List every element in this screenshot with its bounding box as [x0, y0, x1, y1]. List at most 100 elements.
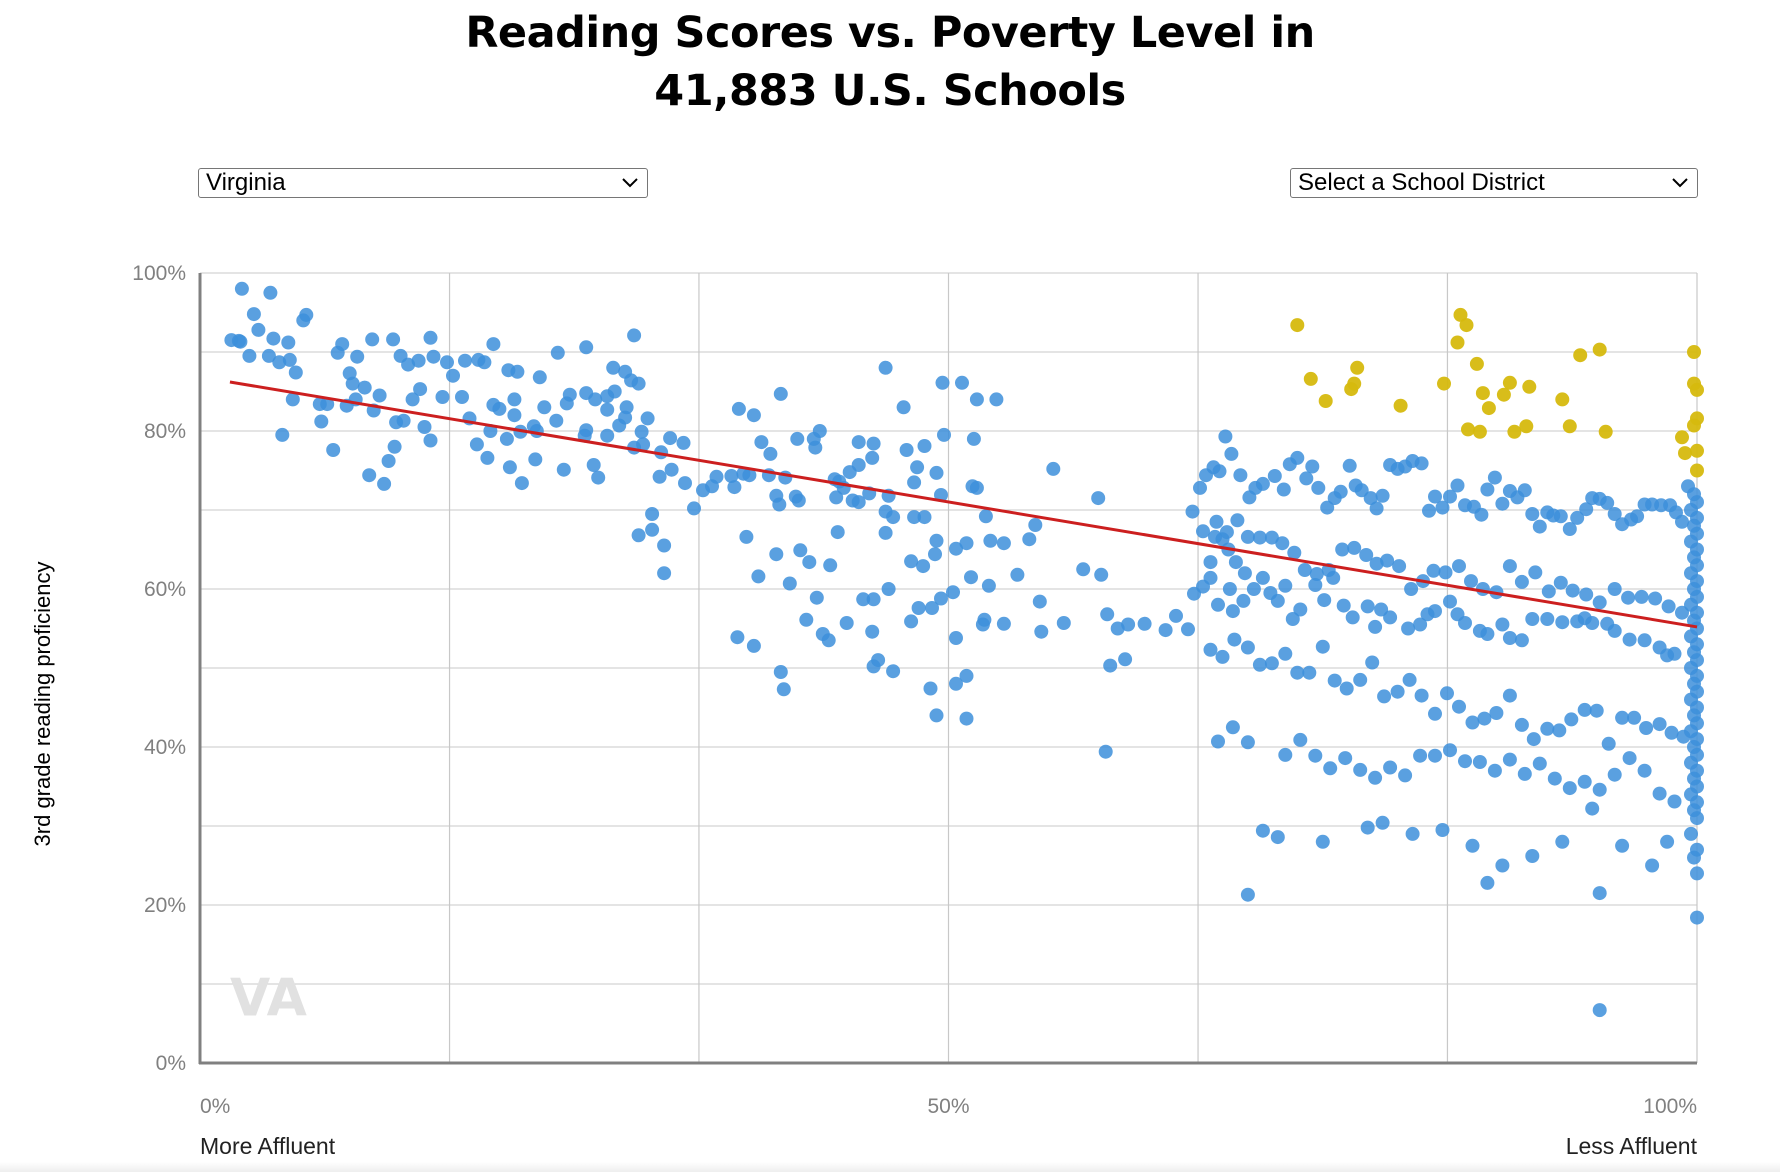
school-point	[1600, 495, 1615, 510]
school-point	[1118, 652, 1133, 667]
school-point	[1579, 502, 1594, 517]
school-point	[1308, 578, 1323, 592]
school-point	[1360, 599, 1375, 614]
school-point	[1317, 593, 1332, 608]
highlighted-school-point	[1450, 335, 1465, 350]
school-point	[233, 334, 248, 349]
school-point	[299, 307, 314, 322]
school-point	[1225, 720, 1240, 735]
school-point	[1465, 715, 1480, 730]
school-point	[550, 345, 565, 360]
highlighted-school-point	[1555, 392, 1570, 407]
school-point	[1648, 591, 1663, 606]
school-point	[1158, 623, 1173, 638]
school-point	[1227, 632, 1242, 647]
school-point	[357, 380, 372, 395]
school-point	[1222, 582, 1237, 596]
highlighted-school-point	[1573, 348, 1588, 363]
school-point	[1607, 623, 1622, 638]
school-point	[1302, 665, 1317, 680]
school-point	[709, 469, 724, 484]
school-point	[1032, 594, 1047, 609]
school-point	[634, 424, 649, 439]
school-point	[1225, 604, 1240, 619]
school-point	[1218, 429, 1233, 444]
highlighted-school-point	[1562, 419, 1577, 434]
school-point	[1517, 483, 1532, 498]
school-point	[904, 614, 919, 629]
school-point	[929, 533, 944, 548]
school-point	[1398, 768, 1413, 783]
highlighted-school-point	[1592, 342, 1607, 357]
school-point	[1056, 616, 1071, 630]
school-point	[288, 365, 303, 380]
school-point	[742, 468, 757, 483]
district-select[interactable]: Select a School District	[1290, 168, 1698, 198]
highlighted-school-point	[1393, 398, 1408, 413]
school-point	[1428, 489, 1442, 504]
school-point	[1547, 771, 1562, 786]
school-point	[510, 364, 525, 379]
school-point	[1252, 530, 1267, 545]
school-point	[1532, 519, 1547, 534]
x-label-less-affluent: Less Affluent	[1566, 1133, 1698, 1159]
school-point	[1517, 766, 1532, 781]
school-point	[1690, 910, 1704, 925]
school-point	[1278, 578, 1293, 593]
school-point	[1528, 565, 1543, 580]
highlighted-school-point	[1290, 318, 1305, 333]
school-point	[751, 569, 766, 584]
school-point	[1502, 752, 1517, 767]
school-point	[1684, 826, 1698, 841]
school-point	[1652, 786, 1667, 801]
school-point	[851, 435, 866, 450]
school-point	[1233, 468, 1248, 483]
school-point	[1553, 575, 1568, 590]
school-point	[1028, 518, 1043, 532]
highlighted-school-point	[1459, 318, 1474, 333]
school-point	[1203, 570, 1218, 585]
school-point	[627, 328, 642, 343]
school-point	[1607, 582, 1622, 596]
school-point	[1375, 815, 1390, 830]
school-point	[1270, 593, 1285, 608]
school-point	[1495, 496, 1510, 511]
school-point	[1489, 706, 1504, 720]
highlighted-school-point	[1350, 360, 1365, 375]
school-point	[1094, 567, 1109, 582]
school-point	[234, 281, 249, 296]
school-point	[1577, 774, 1592, 789]
school-point	[1592, 782, 1607, 797]
school-point	[934, 488, 948, 502]
school-point	[1293, 602, 1308, 617]
school-point	[657, 566, 672, 581]
school-point	[746, 408, 761, 423]
school-point	[1428, 604, 1442, 619]
school-point	[1278, 646, 1293, 661]
school-point	[1405, 826, 1420, 841]
school-point	[829, 490, 844, 505]
school-point	[1098, 744, 1113, 759]
school-point	[1589, 703, 1604, 718]
school-point	[959, 711, 974, 726]
school-point	[782, 576, 797, 591]
school-point	[981, 578, 996, 593]
school-point	[652, 469, 667, 484]
chevron-down-icon	[622, 178, 638, 188]
school-point	[1390, 684, 1405, 699]
school-point	[532, 370, 547, 385]
school-point	[1414, 456, 1429, 471]
school-point	[886, 510, 901, 525]
school-point	[724, 469, 739, 483]
school-point	[928, 547, 942, 562]
school-point	[1675, 605, 1689, 620]
state-select[interactable]: Virginia	[198, 168, 648, 198]
school-point	[1464, 574, 1478, 589]
school-point	[342, 366, 357, 381]
school-point	[1465, 838, 1480, 853]
highlighted-school-point	[1318, 394, 1333, 408]
school-point	[1622, 632, 1637, 647]
school-point	[1552, 723, 1567, 738]
school-point	[285, 392, 300, 407]
highlighted-school-point	[1437, 376, 1451, 391]
